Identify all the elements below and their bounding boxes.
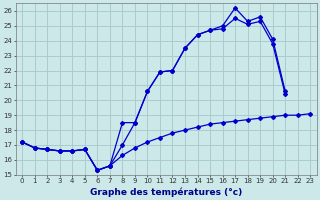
- X-axis label: Graphe des températures (°c): Graphe des températures (°c): [90, 187, 242, 197]
